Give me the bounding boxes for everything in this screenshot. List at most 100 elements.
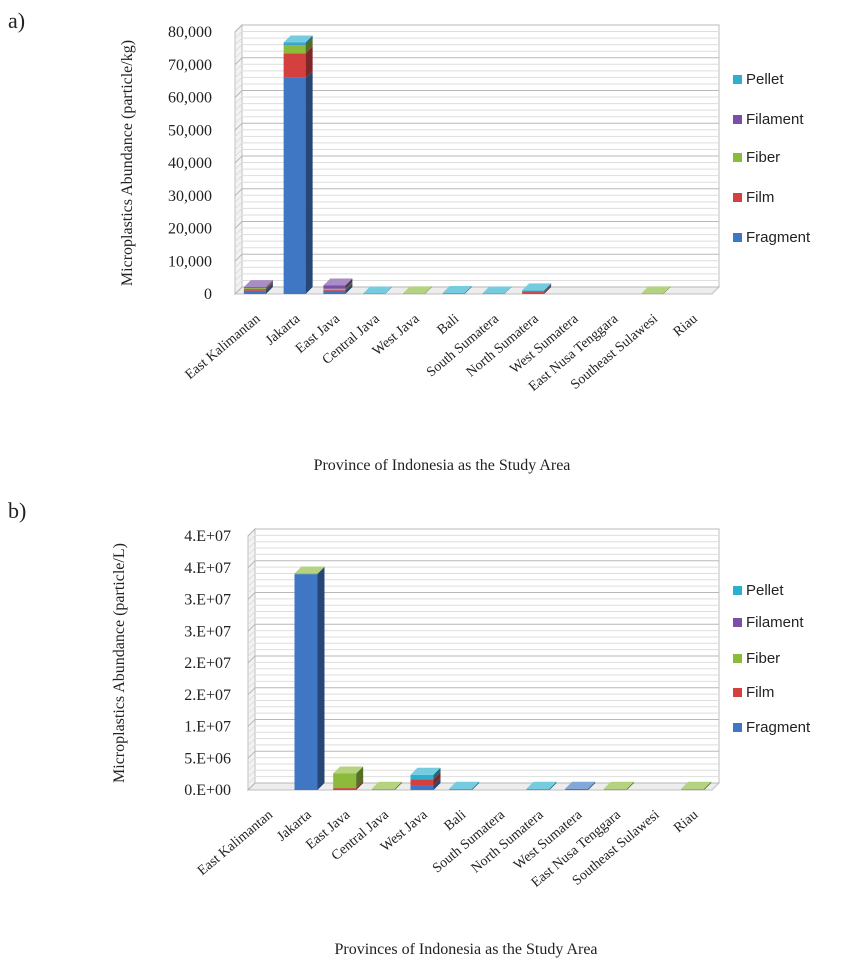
legend-swatch-pellet [733,75,742,84]
gridline-minor [234,142,719,151]
y-tick-label: 1.E+07 [184,719,231,736]
bar-segment-fragment [323,290,346,294]
gridline-minor [234,109,719,118]
bar-segment-fiber [323,288,346,290]
gridline-minor [234,247,719,256]
gridline-major [247,528,719,537]
bar-segment-fragment [565,788,589,790]
y-tick-label: 4.E+07 [184,528,231,545]
gridline-major [234,24,719,33]
gridline-minor [234,63,719,72]
bar-segment-fragment [243,290,266,294]
gridline-minor [247,725,719,734]
bar-segment-pellet [283,42,306,45]
gridline-minor [247,680,719,689]
gridline-minor [234,181,719,190]
bar-segment-fiber [283,45,306,54]
chart-b: 0.E+00 5.E+06 1.E+07 2.E+07 2.E+07 3.E+07 3.E+… [111,527,811,958]
gridline-minor [247,757,719,765]
bar-top-pellet [442,286,472,294]
bar-side-fiber [626,781,634,790]
bar-segment-fiber [442,293,465,294]
y-tick-label: 10,000 [168,253,212,270]
gridline-minor [247,572,719,581]
bar-segment-pellet [522,290,545,292]
bar-top-fiber [294,566,325,574]
bar-segment-film [323,289,346,291]
x-tick-label: Bali [435,312,463,339]
gridline-minor [234,116,719,125]
gridline-minor [234,37,719,46]
gridline-minor [247,706,719,715]
gridline-minor [234,207,719,216]
legend-swatch-fiber [733,153,742,162]
y-tick-label: 80,000 [168,24,212,41]
bar-segment-film [522,292,545,294]
gridline-minor [247,553,719,562]
legend-swatch-pellet [733,586,742,595]
gridline-major [234,155,719,164]
gridline-major [247,782,719,791]
bar-segment-fiber [402,293,425,294]
gridline-major [234,90,719,98]
gridline-minor [247,534,719,543]
gridline-major [247,560,719,569]
bar-segment-fragment [294,574,318,790]
bar-segment-filament [283,44,306,46]
bar-segment-fragment [410,785,434,790]
gridline-minor [234,31,719,39]
gridline-minor [234,260,719,269]
legend-label-fragment: Fragment [746,719,811,736]
gridline-minor [234,266,719,275]
bar-segment-pellet [526,788,550,790]
bar-segment-film [243,289,266,291]
gridline-minor [234,44,719,53]
gridline-minor [247,547,719,556]
bar-side-fiber [663,286,671,294]
bar-side-fiber [704,781,712,790]
bar-top-filament [243,280,273,288]
bar-segment-fragment [283,77,306,294]
bar-side-fiber [356,766,364,789]
gridline-minor [247,693,719,702]
gridline-minor [247,776,719,785]
bar-side-fragment [305,70,313,294]
gridline-minor [234,240,719,249]
gridline-minor [234,135,719,144]
gridline-minor [234,70,719,79]
gridline-minor [234,234,719,242]
y-tick-label: 60,000 [168,90,212,107]
bar-side-filament [345,278,353,289]
bar-segment-fiber [371,788,395,790]
bar-side-fragment [544,286,552,294]
bar-side-pellet [472,781,480,790]
bar-segment-filament [522,291,545,293]
bar-segment-pellet [442,293,465,294]
bar-segment-fiber [243,288,266,290]
panel-label-b: b) [8,498,27,523]
gridline-major [234,221,719,229]
bar-top-fiber [681,781,712,789]
gridline-minor [247,617,719,626]
legend-label-filament: Filament [746,614,804,631]
bar-segment-film [333,788,357,790]
bar-side-filament [544,284,552,293]
y-tick-label: 40,000 [168,155,212,172]
bar-segment-fiber [603,788,627,790]
legend-label-fiber: Fiber [746,149,780,166]
bar-side-film [544,285,552,294]
x-tick-label: Bali [442,808,470,835]
gridline-major [247,687,719,696]
gridline-major [234,188,719,197]
gridline-major [247,719,719,727]
bar-side-fragment [345,283,353,294]
bar-top-pellet [526,781,557,789]
y-tick-label: 3.E+07 [184,623,231,640]
legend-label-fragment: Fragment [746,229,811,246]
bar-side-pellet [504,286,512,294]
bar-side-fiber [317,566,325,575]
bar-top-pellet [410,767,441,775]
x-tick-label: East Kalimantan [195,808,276,879]
legend-label-pellet: Pellet [746,582,784,599]
